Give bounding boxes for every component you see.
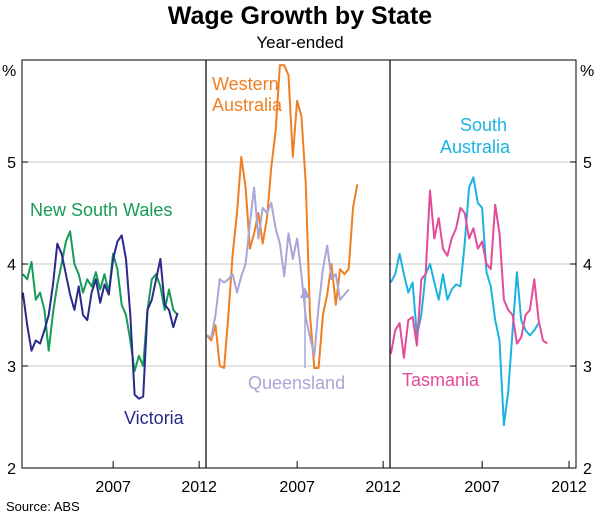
x-tick-label: 2012 — [181, 479, 217, 496]
x-tick-label: 2012 — [365, 479, 401, 496]
x-tick-label: 2007 — [95, 479, 131, 496]
y-tick-label-right: 4 — [583, 257, 592, 274]
y-tick-label-right: 3 — [583, 359, 592, 376]
annotation-new-south-wales: New South Wales — [30, 200, 172, 220]
annotation-western: Western — [212, 74, 279, 94]
x-tick-label: 2012 — [551, 479, 587, 496]
annotation-queensland: Queensland — [248, 373, 345, 393]
series-line-tasmania — [389, 189, 548, 359]
unit-label-right: % — [580, 63, 594, 80]
frame-layer — [21, 59, 577, 469]
y-tick-label-left: 4 — [7, 257, 16, 274]
y-tick-label-right: 5 — [583, 155, 592, 172]
annotation-australia: Australia — [212, 95, 283, 115]
y-tick-label-left: 5 — [7, 155, 16, 172]
y-tick-label-left: 3 — [7, 359, 16, 376]
x-tick-label: 2007 — [464, 479, 500, 496]
unit-label-left: % — [2, 63, 16, 80]
y-tick-label-right: 2 — [583, 461, 592, 478]
source-note: Source: ABS — [6, 499, 80, 514]
annotation-victoria: Victoria — [124, 408, 185, 428]
grid-layer — [22, 161, 576, 367]
series-line-queensland — [206, 186, 350, 357]
series-layer — [21, 64, 548, 427]
annotation-south: South — [460, 115, 507, 135]
series-line-victoria — [21, 234, 179, 400]
chart-title: Wage Growth by State — [167, 2, 433, 30]
series-line-south-australia — [390, 176, 540, 427]
annotation-tasmania: Tasmania — [402, 370, 480, 390]
x-tick-label: 2007 — [279, 479, 315, 496]
series-line-western-australia — [206, 64, 359, 369]
annotation-australia: Australia — [440, 137, 511, 157]
chart-subtitle: Year-ended — [256, 33, 344, 52]
series-line-new-south-wales — [22, 230, 179, 373]
annotation-layer: New South WalesVictoriaWesternAustraliaQ… — [30, 74, 511, 428]
queensland-arrowhead — [300, 287, 310, 298]
y-tick-label-left: 2 — [7, 461, 16, 478]
